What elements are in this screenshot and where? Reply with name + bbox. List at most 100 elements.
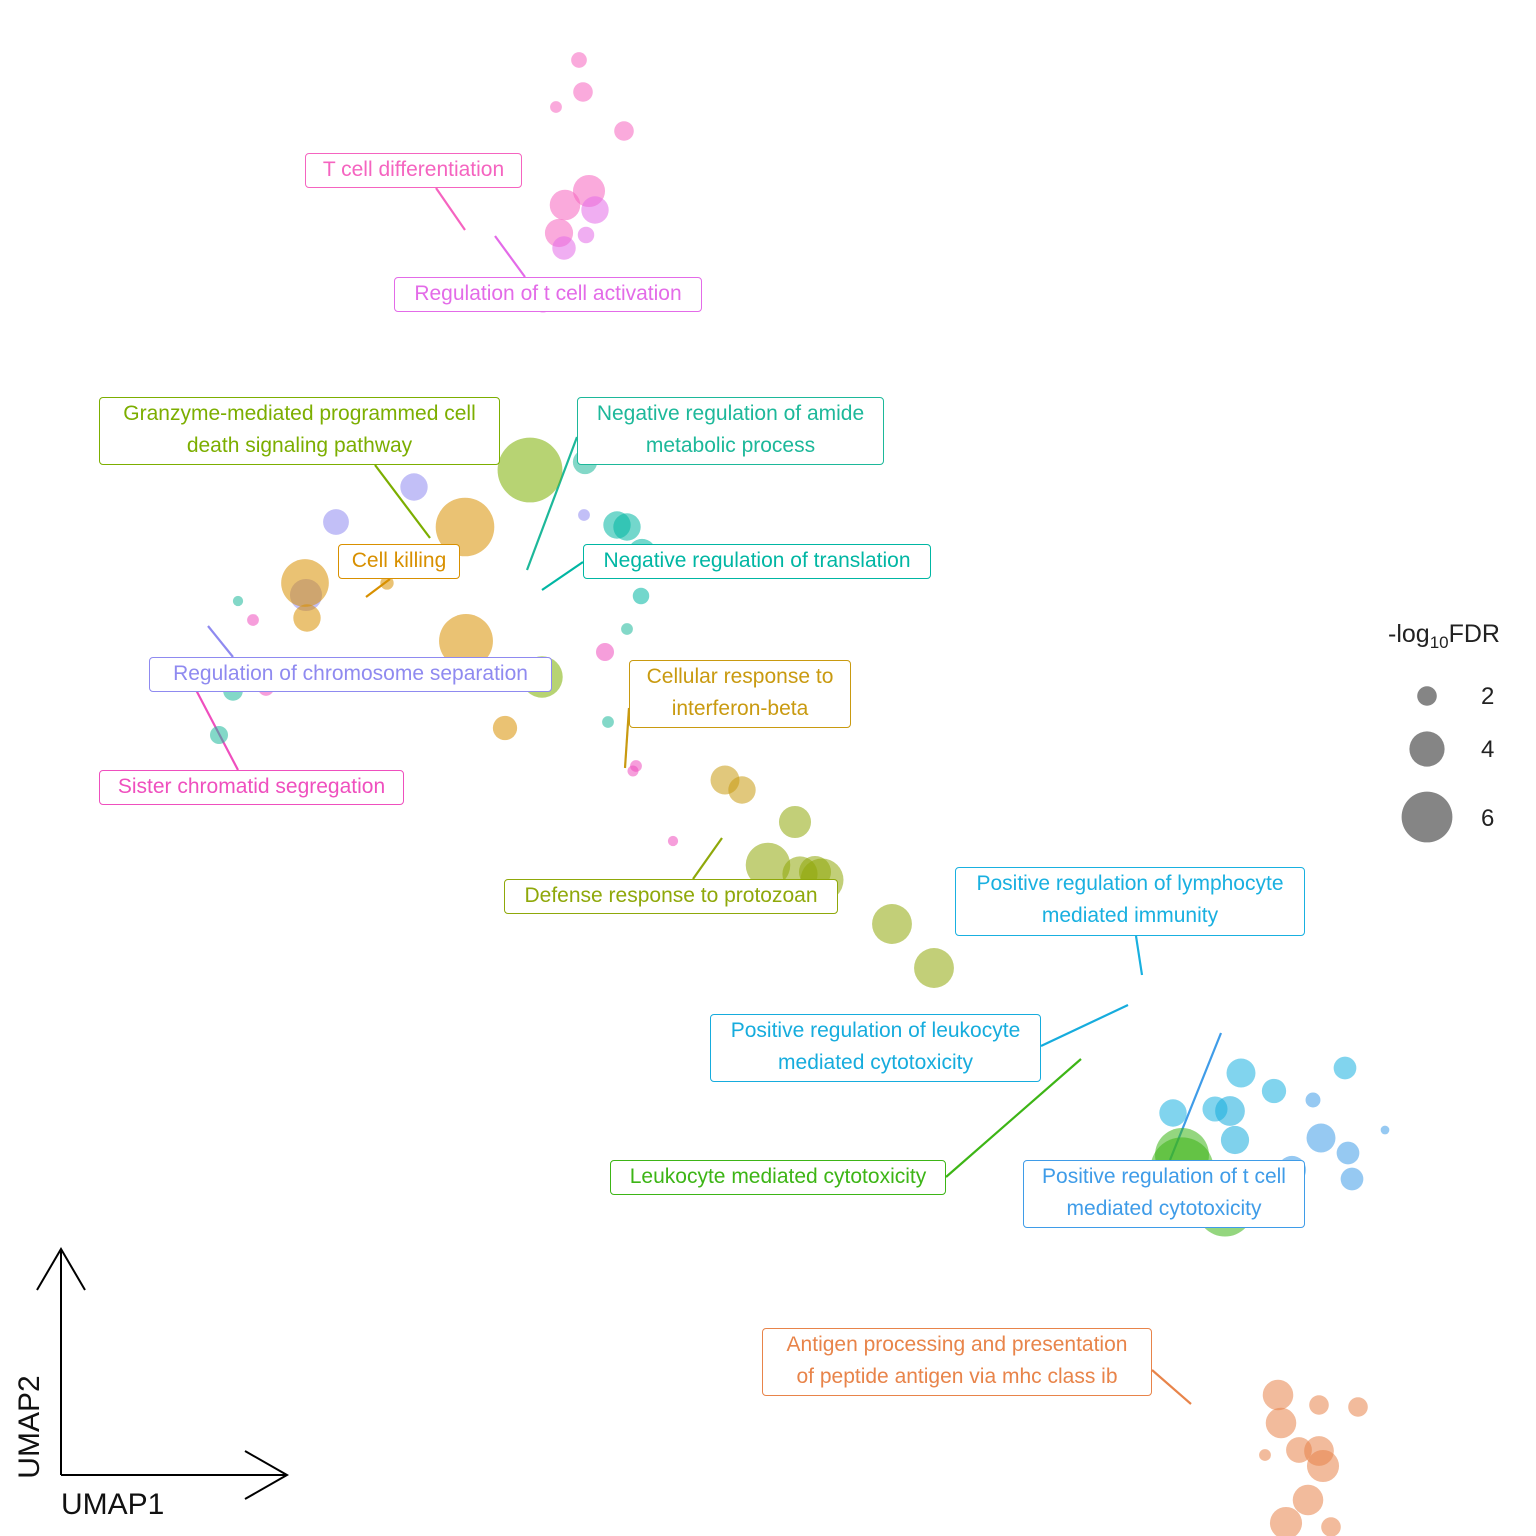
data-point (380, 576, 394, 590)
data-point (549, 189, 581, 221)
data-point (1226, 1058, 1256, 1088)
cluster-label: Antigen processing and presentation of pe… (762, 1328, 1152, 1396)
label-connector-line (1151, 1369, 1192, 1405)
data-point (577, 226, 595, 244)
cluster-label: Negative regulation of translation (583, 544, 931, 579)
cluster-label: Cell killing (338, 544, 460, 579)
label-connector-line (435, 187, 466, 231)
data-point (667, 835, 679, 847)
cluster-label: Defense response to protozoan (504, 879, 838, 914)
size-legend-title-sub: 10 (1429, 633, 1449, 652)
cluster-label-line: mediated immunity (1041, 904, 1219, 927)
label-connector-line (945, 1058, 1082, 1178)
cluster-label-line: mediated cytotoxicity (778, 1051, 973, 1074)
label-connector-line (692, 837, 723, 880)
size-legend-value: 4 (1481, 736, 1495, 763)
data-point (400, 473, 428, 501)
x-axis-label: UMAP1 (61, 1488, 165, 1521)
data-point (1306, 1449, 1340, 1483)
label-connector-line (374, 464, 431, 539)
cluster-label: Negative regulation of amide metabolic pr… (577, 397, 884, 465)
label-connector-line (525, 436, 579, 571)
data-point (209, 725, 229, 745)
cluster-label-line: T cell differentiation (322, 158, 505, 181)
data-point (1333, 1056, 1357, 1080)
cluster-label-line: mediated cytotoxicity (1066, 1197, 1262, 1220)
data-point (1305, 1092, 1321, 1108)
data-point (492, 715, 518, 741)
data-point (621, 623, 633, 635)
label-connector-line (623, 707, 631, 769)
data-point (550, 101, 562, 113)
data-point (627, 765, 639, 777)
data-point (1220, 1125, 1250, 1155)
data-point (1259, 1449, 1271, 1461)
cluster-label-line: Cell killing (351, 549, 447, 572)
cluster-label-line: Positive regulation of t cell (1042, 1165, 1286, 1188)
data-point (571, 52, 587, 68)
cluster-label: Granzyme-mediated programmed cell death s… (99, 397, 500, 465)
data-point (1306, 1123, 1336, 1153)
data-point (323, 509, 349, 535)
size-legend-value: 6 (1481, 805, 1495, 832)
data-point (872, 904, 912, 944)
data-point (1309, 1395, 1329, 1415)
data-point (613, 513, 641, 541)
label-connector-line (541, 561, 584, 591)
cluster-label: Positive regulation of t cell mediated cy… (1023, 1160, 1305, 1228)
data-point (778, 805, 812, 839)
cluster-label: Positive regulation of leukocyte mediated… (710, 1014, 1041, 1082)
data-point (293, 604, 321, 632)
cluster-label: Cellular response to interferon-beta (629, 660, 851, 728)
size-legend-title-prefix: -log (1388, 620, 1430, 648)
umap-axis-arrows (36, 1247, 290, 1500)
data-point (1265, 1407, 1297, 1439)
data-point (552, 236, 576, 260)
label-connector-line (1134, 935, 1144, 976)
data-point (614, 121, 634, 141)
size-legend-circles (1401, 686, 1453, 843)
data-point (1380, 1125, 1390, 1135)
cluster-label-line: Regulation of t cell activation (414, 282, 682, 305)
data-point (1215, 1096, 1245, 1126)
label-connector-line (494, 235, 526, 278)
data-point (281, 559, 329, 607)
data-point (435, 497, 495, 557)
size-legend-circle (1401, 791, 1453, 843)
size-legend-title-suffix: FDR (1448, 620, 1500, 648)
cluster-label-line: interferon-beta (671, 697, 809, 720)
data-point (595, 642, 615, 662)
cluster-label-line: Positive regulation of lymphocyte (976, 872, 1284, 895)
cluster-label: Regulation of chromosome separation (149, 657, 552, 692)
data-point (745, 842, 791, 888)
data-point (1261, 1078, 1287, 1104)
data-point (602, 716, 614, 728)
cluster-label: Positive regulation of lymphocyte mediate… (955, 867, 1305, 936)
data-point (1159, 1099, 1187, 1127)
cluster-label-line: of peptide antigen via mhc class ib (796, 1365, 1118, 1388)
y-axis-label: UMAP2 (13, 1375, 46, 1479)
cluster-label-line: Antigen processing and presentation (786, 1333, 1128, 1356)
data-point (573, 82, 593, 102)
data-point (1269, 1506, 1303, 1536)
size-legend-circle (1417, 686, 1437, 706)
cluster-label-line: death signaling pathway (186, 434, 413, 457)
size-legend-title: -log10FDR (1388, 620, 1500, 653)
data-point (581, 196, 609, 224)
cluster-label-line: Negative regulation of translation (603, 549, 911, 572)
data-point (1292, 1484, 1324, 1516)
data-point (578, 509, 590, 521)
data-point (497, 437, 563, 503)
data-point (1348, 1397, 1368, 1417)
cluster-label: Regulation of t cell activation (394, 277, 702, 312)
cluster-label: Leukocyte mediated cytotoxicity (610, 1160, 946, 1195)
cluster-label-line: Granzyme-mediated programmed cell (123, 402, 476, 425)
data-point (914, 948, 954, 988)
label-connector-line (207, 625, 234, 658)
data-point (1321, 1517, 1341, 1536)
umap2-arrowhead (36, 1247, 86, 1291)
cluster-label-line: Positive regulation of leukocyte (730, 1019, 1021, 1042)
cluster-label-line: metabolic process (645, 434, 816, 457)
